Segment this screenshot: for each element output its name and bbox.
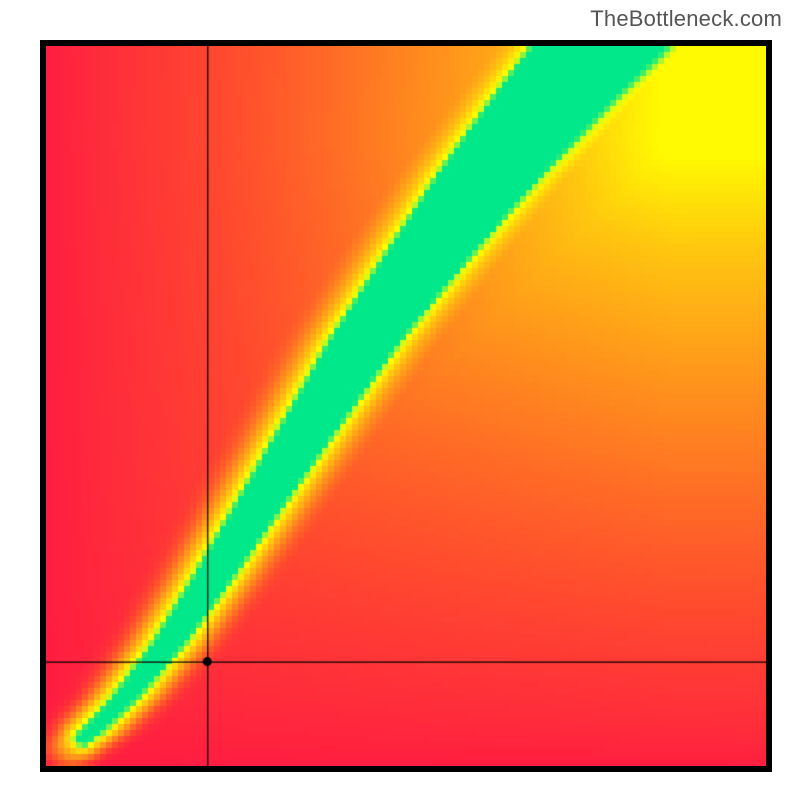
heatmap-plot [40, 40, 772, 772]
root: TheBottleneck.com [0, 0, 800, 800]
watermark-label: TheBottleneck.com [590, 6, 782, 32]
heatmap-canvas [46, 46, 766, 766]
